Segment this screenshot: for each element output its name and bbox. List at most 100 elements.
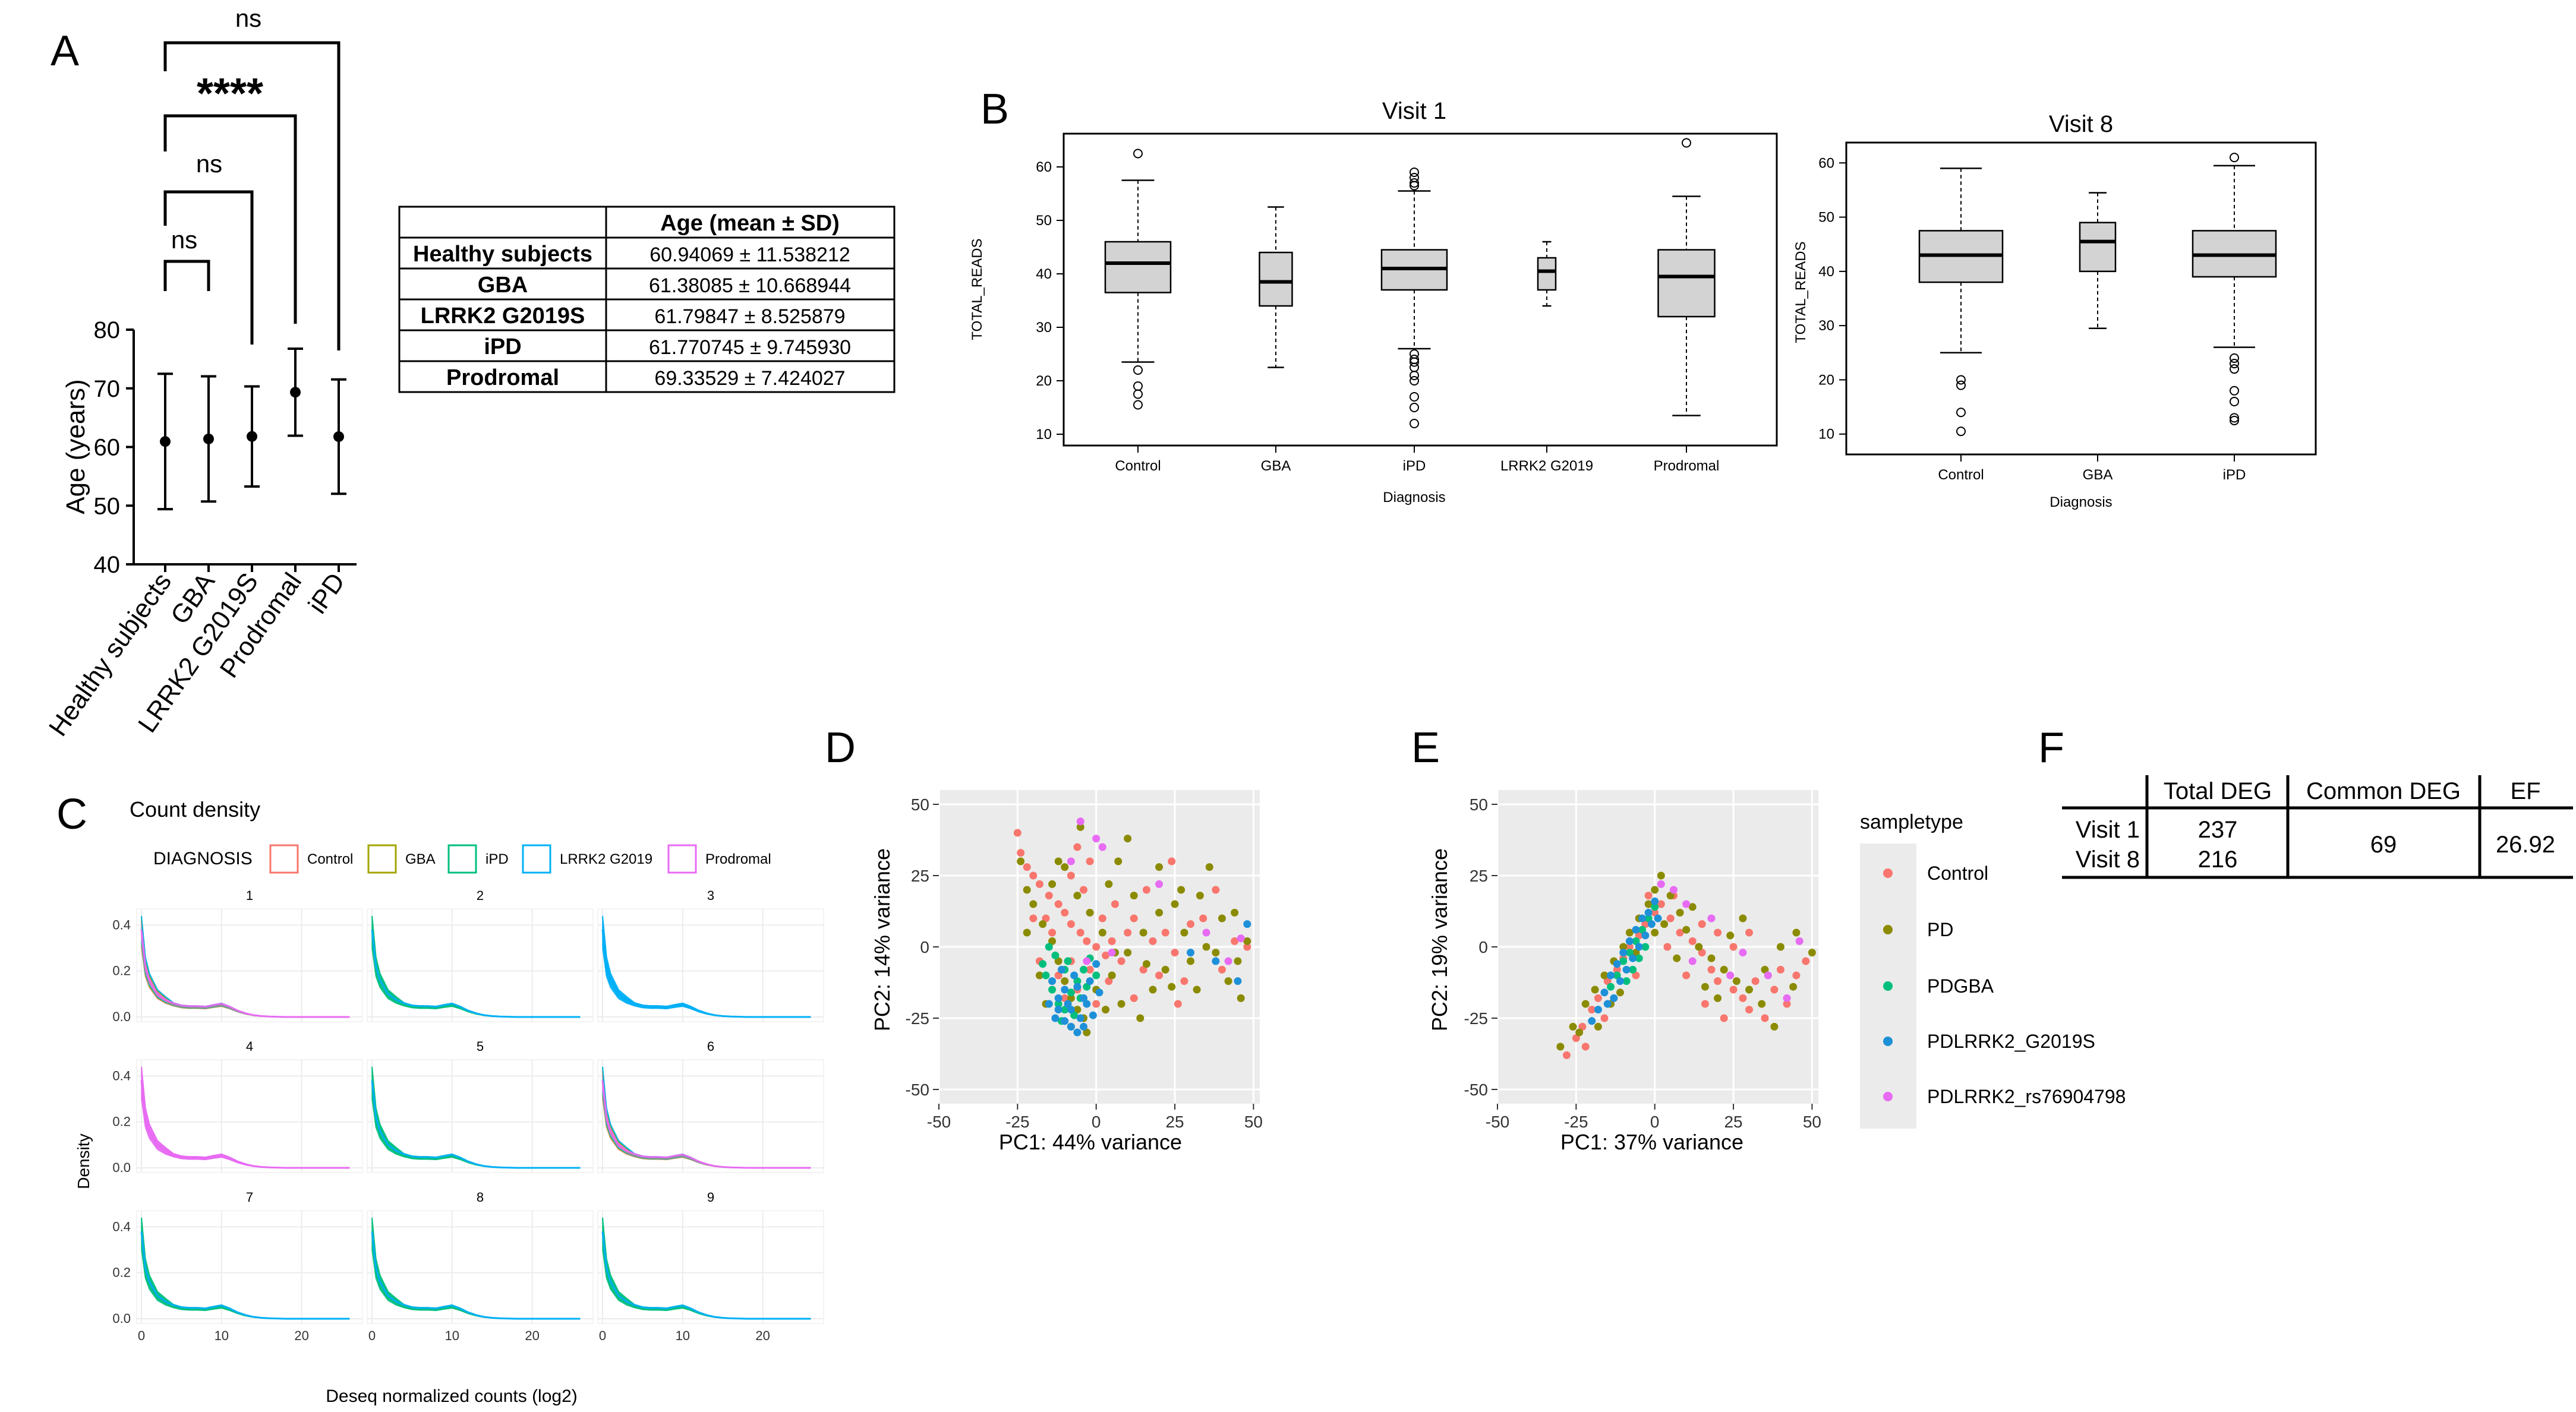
pca-point xyxy=(1083,1000,1091,1008)
pca-point xyxy=(1067,857,1075,865)
pca-point xyxy=(1761,1014,1769,1022)
pca-xtick-label: 50 xyxy=(1803,1113,1821,1131)
pca-point xyxy=(1035,971,1043,980)
facet-strip-label: 5 xyxy=(477,1039,484,1054)
age-table-group-ipd: iPD xyxy=(484,334,521,359)
pca-point xyxy=(1792,971,1801,980)
pca-point xyxy=(1651,908,1659,917)
pca-point xyxy=(1603,1000,1612,1008)
legend-dot-pdlrrk2-rs xyxy=(1883,1092,1893,1101)
pca-xtick-label: 50 xyxy=(1244,1113,1263,1131)
pca-point xyxy=(1720,965,1728,974)
pca-xtick-label: 25 xyxy=(1724,1113,1742,1131)
pca-point xyxy=(1180,977,1188,985)
age-table-group-prodromal: Prodromal xyxy=(446,365,559,390)
pca-point xyxy=(1073,1006,1082,1014)
pca-point xyxy=(1231,937,1239,945)
pca-point xyxy=(1588,1017,1596,1025)
panel-label-e: E xyxy=(1411,724,1440,772)
box-outlier xyxy=(1410,362,1419,372)
pca-point xyxy=(1212,949,1220,957)
pca-point xyxy=(1196,892,1204,900)
box-outlier xyxy=(1410,371,1419,380)
a-mean-point xyxy=(160,436,171,447)
pca-point xyxy=(1688,937,1697,945)
pca-point xyxy=(1199,914,1207,923)
pca-point xyxy=(1045,1000,1053,1008)
pca-point xyxy=(1231,908,1239,917)
pca-point xyxy=(1808,949,1816,957)
pca-point xyxy=(1243,943,1251,951)
pca-point xyxy=(1613,965,1621,974)
box-outlier xyxy=(2230,353,2239,363)
pca-point xyxy=(1076,928,1084,937)
bracket-stars-prodromal xyxy=(163,114,297,324)
pca-point xyxy=(1029,914,1038,923)
pca-point xyxy=(1108,937,1116,945)
pca-point xyxy=(1751,977,1760,985)
pca-point xyxy=(1594,1022,1602,1031)
legend-dot-pdlrrk2-g2019s xyxy=(1883,1037,1893,1046)
pca-point xyxy=(1234,957,1242,965)
pca-point xyxy=(1124,835,1132,843)
pca-point xyxy=(1243,937,1251,945)
pca-point xyxy=(1739,949,1747,957)
panel-a-ylabel: Age (years) xyxy=(61,379,90,514)
panel-label-f: F xyxy=(2038,724,2064,772)
pca-point xyxy=(1578,1022,1587,1031)
pca-point xyxy=(1764,971,1772,980)
age-table-value-ipd: 61.770745 ± 9.745930 xyxy=(649,336,851,359)
pca-point xyxy=(1632,925,1640,934)
pca-point xyxy=(1042,971,1050,980)
pca-point xyxy=(1142,960,1150,968)
box-iqr xyxy=(1104,241,1172,293)
pca-point xyxy=(1180,928,1188,937)
pca-point xyxy=(1682,925,1691,934)
pca-point xyxy=(1102,951,1110,959)
deg-header-ef: EF xyxy=(2510,778,2540,804)
pca-point xyxy=(1073,892,1082,900)
pca-point xyxy=(1660,920,1669,928)
pca-ytick-label: 50 xyxy=(911,795,929,814)
a-mean-point xyxy=(290,387,301,398)
deg-header-total: Total DEG xyxy=(2164,778,2272,804)
pca-point xyxy=(1073,1028,1082,1037)
pca-point xyxy=(1061,908,1069,917)
pca-point xyxy=(1745,985,1754,994)
pca-point xyxy=(1607,971,1615,980)
pca-point xyxy=(1023,863,1031,871)
box-outlier xyxy=(1682,138,1691,148)
facet-xtick-label: 0 xyxy=(138,1328,145,1343)
pca-point xyxy=(1600,988,1609,997)
panel-a-yticks: 40 50 60 70 80 xyxy=(94,317,134,578)
pca-point xyxy=(1045,943,1053,951)
pca-point xyxy=(1657,900,1665,908)
legend-key-control xyxy=(269,844,299,874)
pca-point xyxy=(1117,957,1125,965)
pca-point xyxy=(1629,965,1637,974)
pca-point xyxy=(1130,892,1138,900)
density-curve-top xyxy=(371,929,581,1018)
pca-d-plot: -50 -25 0 25 50 -50 -25 0 25 50 xyxy=(906,790,1263,1131)
facet-ytick-label: 0.0 xyxy=(112,1160,131,1175)
pca-point xyxy=(1013,829,1021,837)
pca-point xyxy=(1161,965,1169,974)
pca-point xyxy=(1092,835,1101,843)
pca-point xyxy=(1698,920,1706,928)
pca-point xyxy=(1224,957,1232,965)
legend-label-pdgba: PDGBA xyxy=(1927,975,1994,997)
pca-point xyxy=(1080,965,1088,974)
pca-point xyxy=(1067,994,1075,1002)
bracket-ns-ipd xyxy=(163,41,340,350)
pca-e-ylabel: PC2: 19% variance xyxy=(1427,848,1452,1031)
facet-strip-label: 8 xyxy=(477,1190,484,1205)
pca-point xyxy=(1111,900,1119,908)
deg-visit8-label: Visit 8 xyxy=(2076,846,2140,873)
pca-point xyxy=(1045,892,1053,900)
pca-point xyxy=(1783,1000,1791,1008)
pca-point xyxy=(1569,1022,1577,1031)
pca-point xyxy=(1105,880,1113,888)
box-ytick-label: 60 xyxy=(1036,159,1052,175)
box-outlier xyxy=(1133,389,1143,399)
box-outlier xyxy=(1956,375,1966,385)
